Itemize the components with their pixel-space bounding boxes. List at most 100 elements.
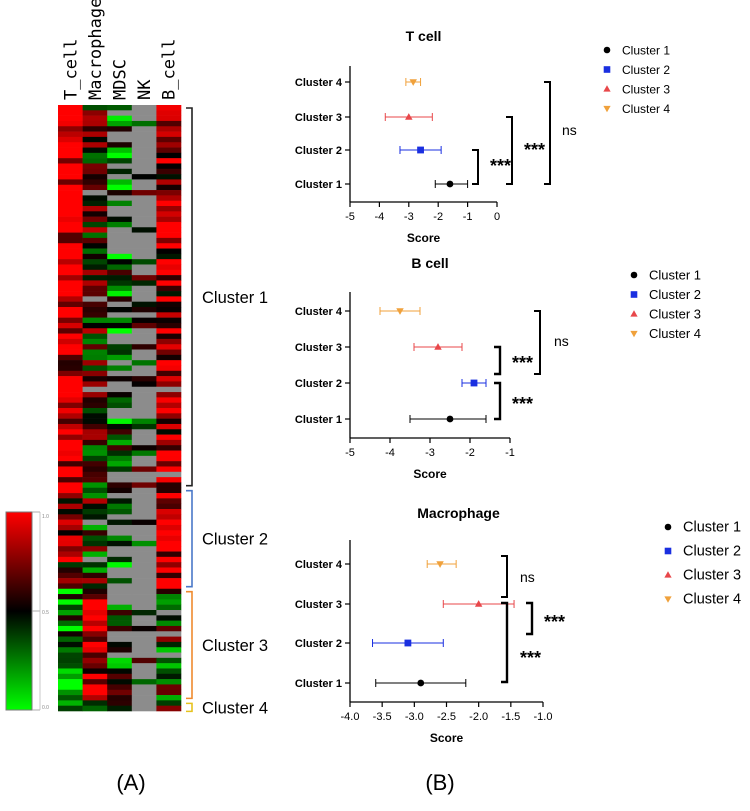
heatmap-cell: [83, 137, 108, 143]
cluster-bracket: [186, 491, 192, 587]
heatmap-cell: [132, 594, 157, 600]
heatmap-cell: [107, 227, 132, 233]
heatmap-cell: [58, 690, 83, 696]
x-axis-label: Score: [413, 467, 447, 481]
heatmap-cell: [58, 695, 83, 701]
heatmap-cell: [58, 259, 83, 265]
heatmap-cell: [83, 296, 108, 302]
heatmap-cell: [132, 339, 157, 345]
heatmap-cell: [107, 493, 132, 499]
heatmap-cell: [107, 429, 132, 435]
heatmap-cell: [132, 169, 157, 175]
heatmap-cell: [156, 679, 181, 685]
heatmap-column-label: NK: [135, 79, 155, 100]
heatmap-cell: [58, 116, 83, 122]
legend-label: Cluster 2: [622, 63, 670, 77]
heatmap-cell: [83, 621, 108, 627]
data-series: [427, 560, 456, 568]
heatmap-cell: [132, 653, 157, 659]
heatmap-cell: [156, 259, 181, 265]
legend: Cluster 1 Cluster 2 Cluster 3 Cluster 4: [664, 520, 741, 608]
heatmap-cell: [83, 302, 108, 308]
heatmap-cell: [132, 520, 157, 526]
legend-marker: [603, 106, 610, 112]
heatmap-cell: [58, 419, 83, 425]
heatmap-cell: [83, 275, 108, 281]
legend-label: Cluster 4: [683, 592, 741, 608]
x-tick-label: -5: [345, 447, 355, 459]
legend-marker: [630, 310, 637, 316]
heatmap-column-label: B_cell: [160, 39, 180, 100]
heatmap-cell: [132, 264, 157, 270]
heatmap-cell: [156, 695, 181, 701]
heatmap-cell: [58, 514, 83, 520]
heatmap-cell: [107, 291, 132, 297]
heatmap-cell: [58, 163, 83, 169]
heatmap-cell: [132, 599, 157, 605]
heatmap-cell: [132, 424, 157, 430]
x-tick-label: -3.5: [373, 711, 392, 723]
heatmap-cell: [156, 599, 181, 605]
heatmap-cell: [156, 583, 181, 589]
heatmap-cell: [132, 684, 157, 690]
heatmap-cell: [83, 679, 108, 685]
significance-bracket: [494, 347, 500, 374]
heatmap-cell: [83, 546, 108, 552]
heatmap-cell: [132, 185, 157, 191]
heatmap-cell: [83, 185, 108, 191]
colorbar-min-label: 0.0: [42, 705, 49, 711]
x-tick-label: -1.5: [501, 711, 520, 723]
heatmap-cell: [58, 413, 83, 419]
heatmap-cell: [156, 700, 181, 706]
heatmap-cell: [107, 174, 132, 180]
heatmap-cell: [132, 445, 157, 451]
heatmap-cell: [58, 615, 83, 621]
heatmap-cell: [83, 217, 108, 223]
heatmap-cell: [132, 227, 157, 233]
heatmap-cell: [132, 328, 157, 334]
heatmap-cell: [58, 296, 83, 302]
heatmap-cell: [132, 605, 157, 611]
heatmap-cell: [156, 296, 181, 302]
heatmap-cell: [156, 238, 181, 244]
heatmap-cell: [83, 339, 108, 345]
heatmap-cell: [58, 466, 83, 472]
heatmap-cell: [58, 605, 83, 611]
heatmap-cell: [132, 238, 157, 244]
heatmap-cell: [58, 583, 83, 589]
heatmap-cell: [58, 674, 83, 680]
heatmap-cell: [83, 142, 108, 148]
heatmap-cell: [58, 573, 83, 579]
heatmap-cell: [107, 637, 132, 643]
heatmap-cell: [58, 201, 83, 207]
heatmap-column-label: MDSC: [111, 59, 131, 100]
legend: Cluster 1 Cluster 2 Cluster 3 Cluster 4: [603, 44, 670, 117]
data-point: [409, 79, 416, 86]
heatmap-cell: [107, 440, 132, 446]
heatmap-cell: [156, 105, 181, 111]
heatmap-cell: [107, 179, 132, 185]
heatmap-cell: [107, 238, 132, 244]
heatmap-cell: [107, 488, 132, 494]
heatmap-cell: [156, 445, 181, 451]
heatmap-cell: [107, 615, 132, 621]
heatmap-cell: [132, 583, 157, 589]
heatmap-cell: [132, 419, 157, 425]
heatmap-cell: [58, 461, 83, 467]
heatmap-cell: [83, 334, 108, 340]
heatmap-cell: [132, 413, 157, 419]
heatmap-cell: [83, 360, 108, 366]
heatmap-cell: [132, 381, 157, 387]
heatmap-cell: [132, 700, 157, 706]
heatmap-cell: [156, 706, 181, 712]
heatmap-cell: [58, 578, 83, 584]
heatmap-cell: [156, 355, 181, 361]
heatmap-cell: [156, 312, 181, 318]
heatmap-cell: [58, 206, 83, 212]
heatmap-cell: [107, 286, 132, 292]
heatmap-cell: [132, 286, 157, 292]
heatmap-cell: [107, 461, 132, 467]
heatmap-cell: [58, 360, 83, 366]
significance-label: ***: [490, 156, 511, 176]
heatmap-cell: [132, 536, 157, 542]
